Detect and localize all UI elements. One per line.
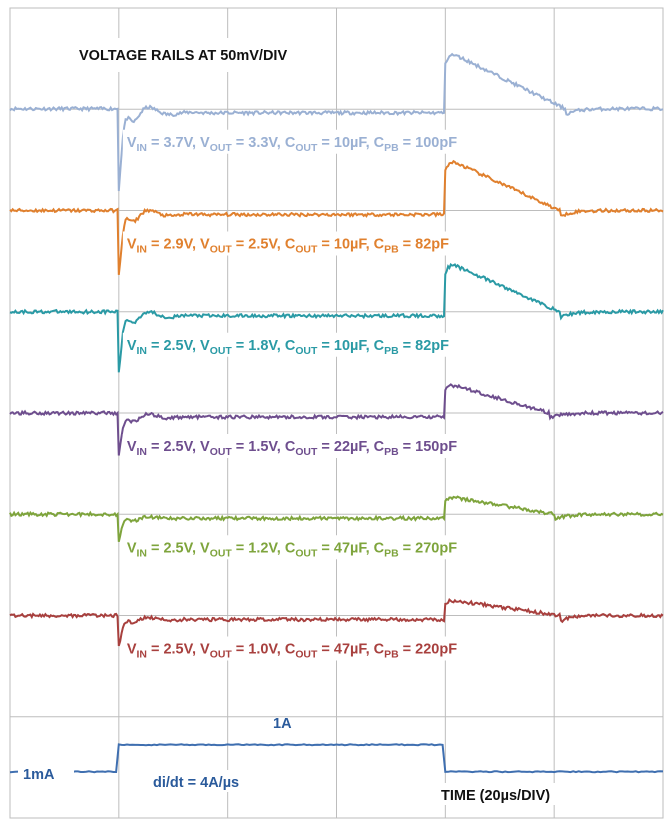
trace-label-background	[122, 535, 495, 560]
trace-label: VIN = 2.5V, VOUT = 1.8V, COUT = 10µF, CP…	[127, 338, 449, 357]
trace-labels: VIN = 3.7V, VOUT = 3.3V, COUT = 10µF, CP…	[122, 129, 495, 661]
low-current-label-background	[18, 762, 74, 784]
load-slew-label: di/dt = 4A/µs	[153, 775, 239, 791]
trace-label: VIN = 2.5V, VOUT = 1.5V, COUT = 22µF, CP…	[127, 439, 457, 458]
trace-label-background	[122, 434, 495, 458]
load-high-label: 1A	[273, 716, 292, 732]
time-label-background	[436, 783, 596, 805]
title-background	[62, 38, 330, 72]
trace-line	[9, 159, 664, 276]
chart-title: VOLTAGE RAILS AT 50mV/DIV	[79, 48, 287, 64]
trace-label-background	[122, 332, 495, 357]
time-axis-label: TIME (20µs/DIV)	[441, 788, 550, 804]
load-low-label: 1mA	[23, 767, 55, 783]
trace-label: VIN = 3.7V, VOUT = 3.3V, COUT = 10µF, CP…	[127, 135, 457, 154]
load-current-line	[9, 743, 664, 774]
load-current-trace	[9, 743, 664, 774]
trace-label-background	[122, 636, 495, 661]
trace-label: VIN = 2.9V, VOUT = 2.5V, COUT = 10µF, CP…	[127, 237, 449, 256]
trace-line	[9, 495, 664, 543]
slew-label-background	[144, 770, 264, 792]
trace-label-background	[122, 231, 495, 256]
trace-line	[9, 598, 664, 647]
trace-line	[9, 383, 664, 456]
trace-line	[9, 262, 664, 373]
voltage-traces	[9, 52, 664, 647]
trace-label: VIN = 2.5V, VOUT = 1.2V, COUT = 47µF, CP…	[127, 540, 457, 559]
trace-label: VIN = 2.5V, VOUT = 1.0V, COUT = 47µF, CP…	[127, 642, 457, 661]
trace-line	[9, 52, 664, 192]
trace-label-background	[122, 129, 495, 154]
